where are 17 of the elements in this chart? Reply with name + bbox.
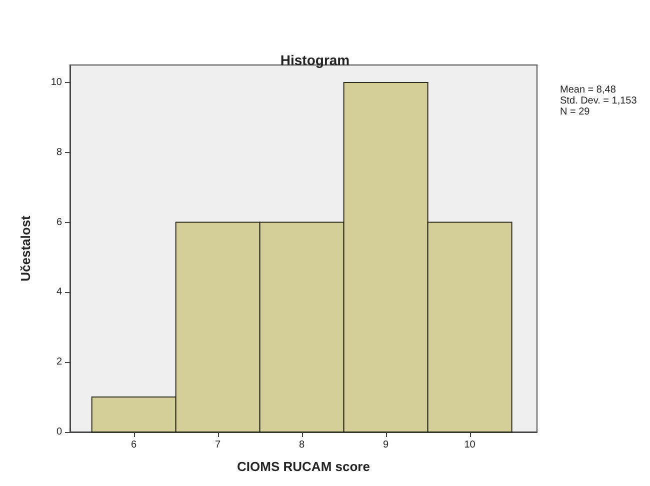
- text: N = 29: [560, 106, 590, 118]
- y-tick-label: 8: [56, 146, 62, 158]
- y-tick-label: 4: [56, 286, 62, 298]
- text: Mean = 8,48: [560, 84, 616, 96]
- x-tick-label: 10: [464, 440, 476, 450]
- y-tick-label: 0: [56, 426, 62, 438]
- x-tick-label: 9: [383, 440, 390, 450]
- x-tick-label: 6: [131, 440, 138, 450]
- y-tick-label: 2: [56, 356, 62, 368]
- x-tick-label: 7: [215, 440, 222, 450]
- y-tick-label: 6: [56, 216, 62, 228]
- x-tick-label: 8: [299, 440, 306, 450]
- y-tick-label: 10: [50, 76, 62, 88]
- chart-title: Histogram: [280, 52, 350, 68]
- x-axis-title: CIOMS RUCAM score: [237, 459, 370, 474]
- text: Std. Dev. = 1,153: [560, 96, 638, 106]
- y-axis-title: Učestalost: [18, 214, 33, 282]
